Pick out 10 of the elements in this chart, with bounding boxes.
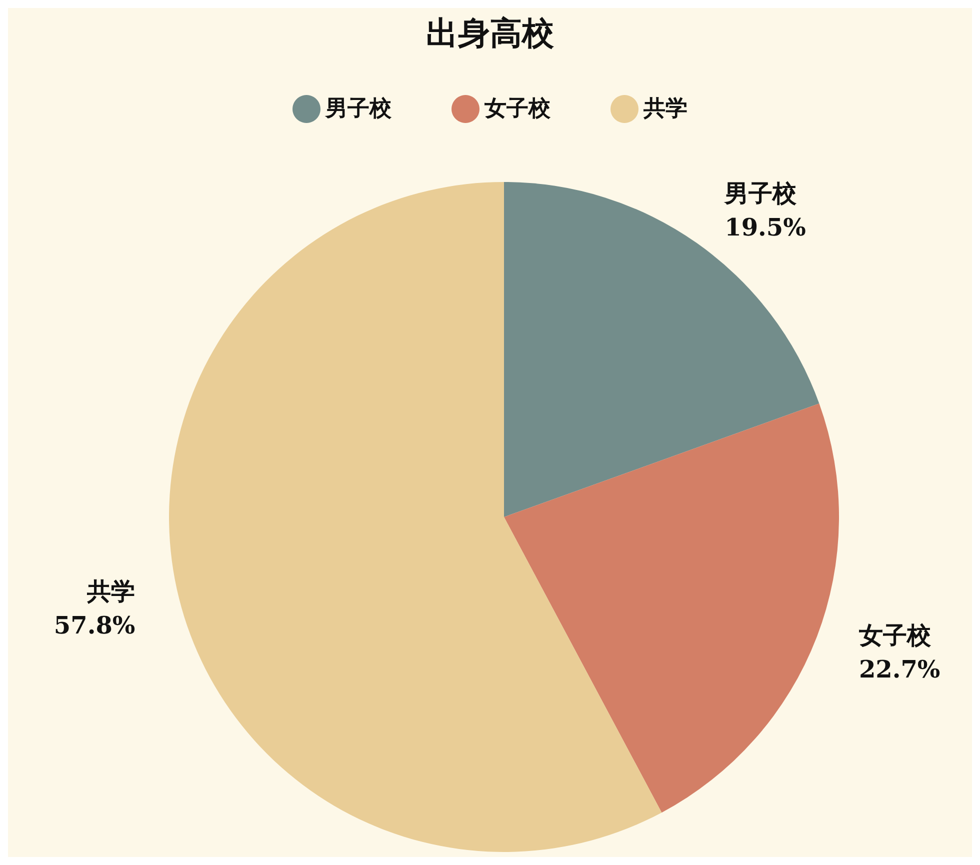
- data-label: 22.7%: [858, 654, 940, 684]
- data-label: 19.5%: [724, 212, 806, 242]
- data-label: 57.8%: [54, 610, 136, 640]
- legend-label: 女子校: [484, 96, 552, 122]
- legend-label: 男子校: [324, 96, 392, 122]
- slice-label: 女子校: [858, 620, 932, 650]
- chart-title: 出身高校: [426, 14, 555, 52]
- slice-label: 共学: [86, 576, 136, 606]
- slice-label: 男子校: [724, 178, 798, 208]
- legend-label: 共学: [642, 96, 688, 122]
